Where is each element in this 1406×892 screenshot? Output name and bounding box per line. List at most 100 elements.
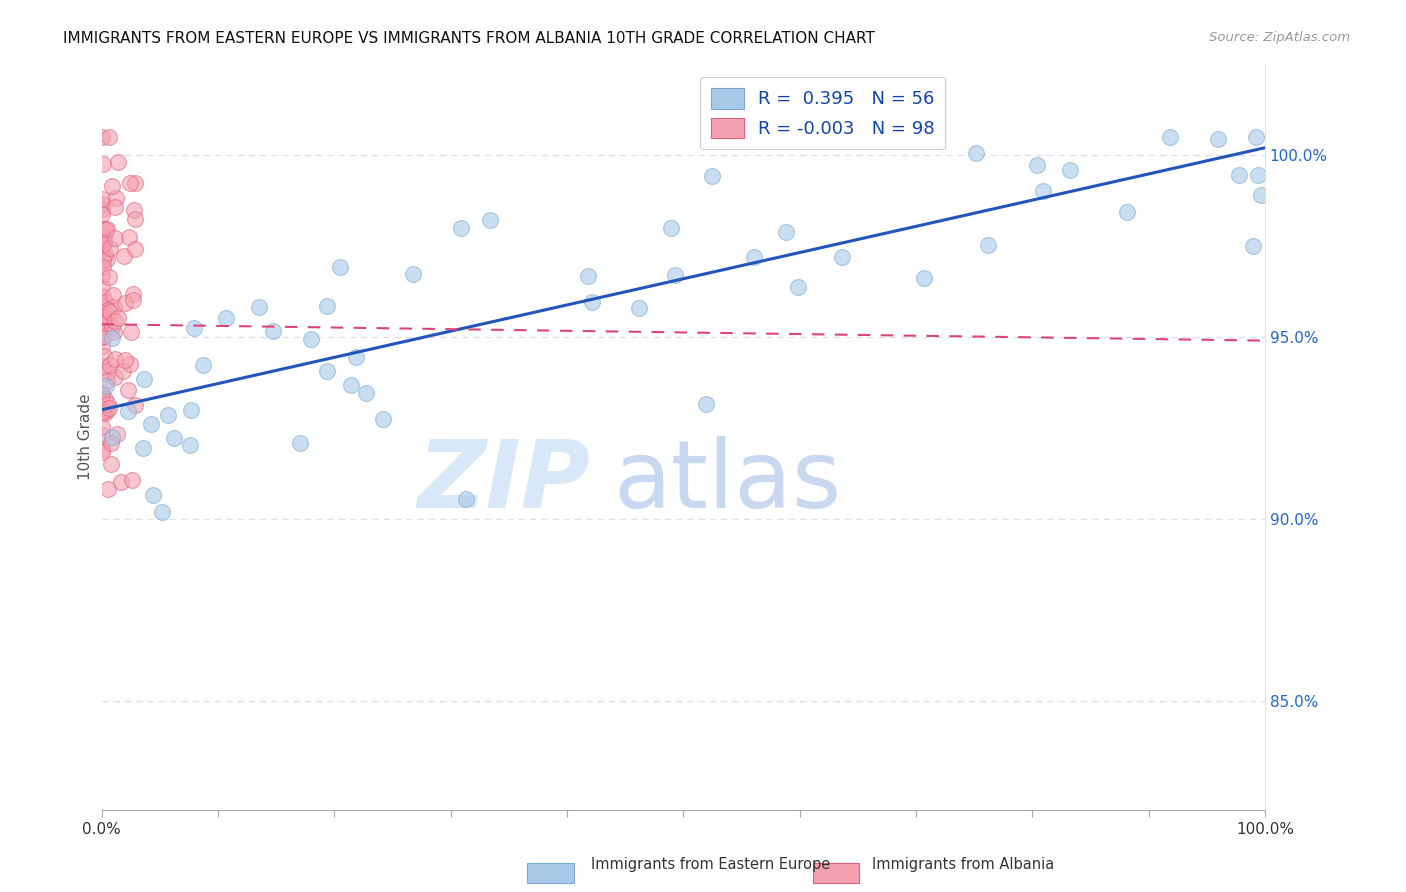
Point xyxy=(627,301,650,316)
Point xyxy=(90,247,112,261)
Point xyxy=(90,428,112,442)
Point xyxy=(912,270,935,285)
Point xyxy=(93,247,115,261)
Point xyxy=(98,401,121,415)
Text: atlas: atlas xyxy=(613,436,842,528)
Point xyxy=(107,310,129,325)
Point xyxy=(124,203,146,218)
Point xyxy=(124,398,146,412)
Point xyxy=(1116,204,1139,219)
Point xyxy=(90,202,112,216)
Point xyxy=(91,253,114,268)
Point xyxy=(215,310,238,325)
Point xyxy=(124,242,146,256)
Point xyxy=(132,441,155,455)
Point xyxy=(91,314,114,328)
Point xyxy=(90,420,112,434)
Point xyxy=(90,196,112,211)
Point xyxy=(103,288,125,302)
Point xyxy=(180,403,202,417)
Point xyxy=(247,300,270,314)
Point xyxy=(94,392,117,406)
Point xyxy=(90,445,112,459)
Point xyxy=(101,430,124,444)
Point xyxy=(104,231,127,245)
Point xyxy=(1159,129,1181,144)
Point xyxy=(90,296,112,310)
Point xyxy=(104,314,127,328)
Point xyxy=(103,325,125,339)
Point xyxy=(479,212,502,227)
Point xyxy=(90,312,112,326)
Point xyxy=(124,177,146,191)
Point xyxy=(117,383,139,397)
Point xyxy=(1025,159,1047,173)
Point xyxy=(103,300,125,314)
Point xyxy=(1247,168,1270,182)
Point xyxy=(112,249,135,263)
Point xyxy=(100,436,122,450)
Point xyxy=(695,397,717,411)
Point xyxy=(290,436,312,450)
Point xyxy=(1059,163,1081,178)
Point xyxy=(454,492,477,507)
Point xyxy=(121,293,143,307)
Point xyxy=(402,267,425,281)
Point xyxy=(91,405,114,419)
Point xyxy=(120,325,142,339)
Point xyxy=(110,475,132,489)
Point xyxy=(98,269,121,284)
Point xyxy=(787,279,810,293)
Point xyxy=(91,157,114,171)
Point xyxy=(96,222,118,236)
Point xyxy=(775,225,797,239)
Point xyxy=(94,223,117,237)
Point xyxy=(340,377,363,392)
Point xyxy=(1250,187,1272,202)
Legend: R =  0.395   N = 56, R = -0.003   N = 98: R = 0.395 N = 56, R = -0.003 N = 98 xyxy=(700,77,945,149)
Point xyxy=(965,145,987,160)
Point xyxy=(90,278,112,293)
Point xyxy=(90,232,112,246)
Point xyxy=(120,176,142,190)
Point xyxy=(344,351,367,365)
Point xyxy=(93,222,115,236)
Point xyxy=(96,403,118,417)
Point xyxy=(93,329,115,343)
Point xyxy=(1227,168,1250,182)
Point xyxy=(90,268,112,283)
Point xyxy=(94,295,117,310)
Point xyxy=(371,412,394,426)
Point xyxy=(90,396,112,410)
Point xyxy=(101,178,124,193)
Point xyxy=(91,290,114,304)
Point xyxy=(299,332,322,346)
Point xyxy=(576,269,599,284)
Point xyxy=(90,237,112,252)
Point xyxy=(101,331,124,345)
Point xyxy=(122,287,145,301)
Text: IMMIGRANTS FROM EASTERN EUROPE VS IMMIGRANTS FROM ALBANIA 10TH GRADE CORRELATION: IMMIGRANTS FROM EASTERN EUROPE VS IMMIGR… xyxy=(63,31,875,46)
Point xyxy=(105,427,128,442)
Point xyxy=(94,317,117,331)
Point xyxy=(100,457,122,471)
Text: ZIP: ZIP xyxy=(418,436,591,528)
Point xyxy=(90,309,112,323)
Point xyxy=(112,364,135,378)
Point xyxy=(742,250,765,264)
Point xyxy=(831,250,853,264)
Point xyxy=(97,129,120,144)
Point xyxy=(98,304,121,318)
Point xyxy=(316,299,339,313)
Point xyxy=(90,404,112,418)
Point xyxy=(316,364,339,378)
Point xyxy=(90,221,112,235)
Point xyxy=(91,330,114,344)
Point xyxy=(91,238,114,252)
Point xyxy=(977,237,1000,252)
Point xyxy=(118,230,141,244)
Point xyxy=(93,406,115,420)
Point xyxy=(193,358,215,372)
Point xyxy=(98,241,121,255)
Point xyxy=(97,482,120,496)
